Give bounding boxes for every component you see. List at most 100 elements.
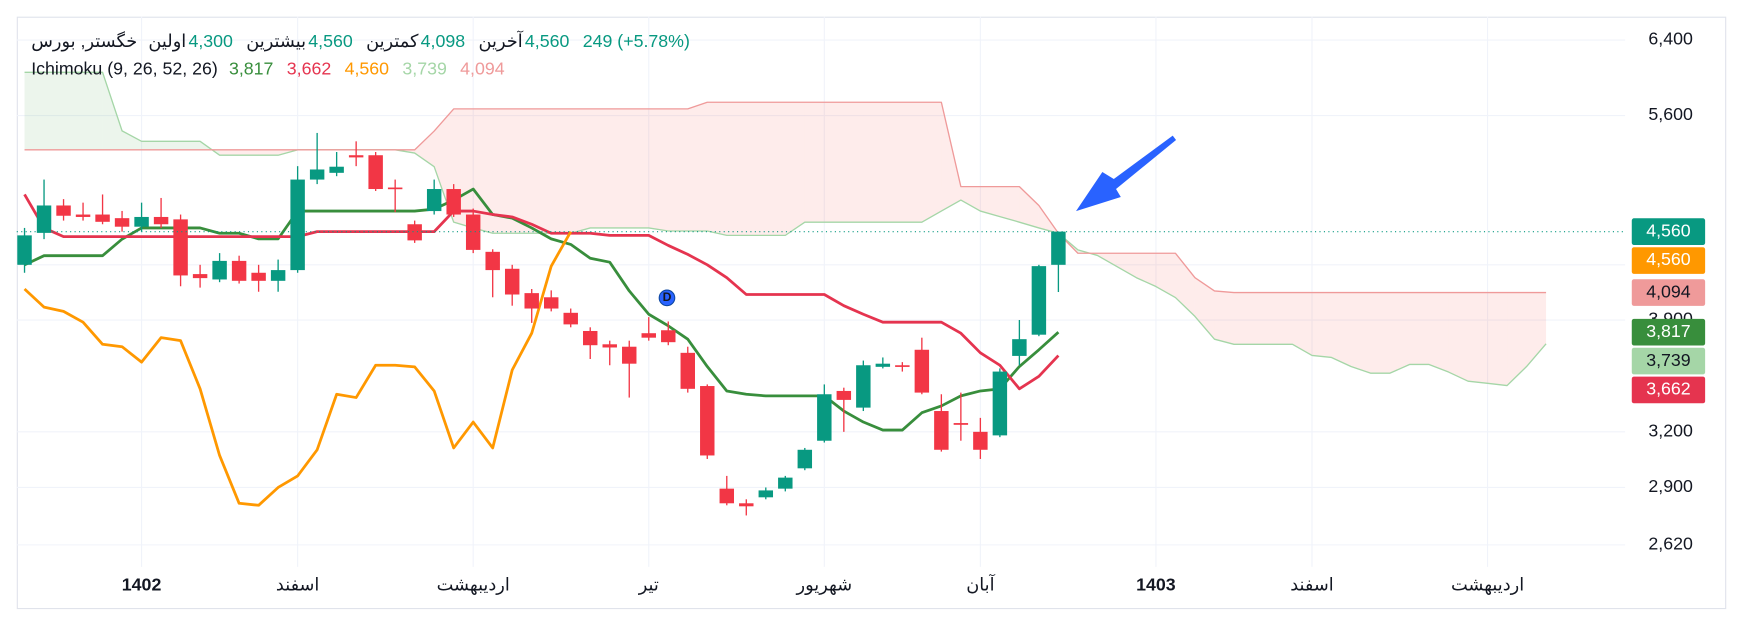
cloud-segment [180,141,201,150]
cloud-segment [980,186,1000,217]
indicator-line [23,187,1060,432]
price-badge-label: 4,094 [1646,281,1691,301]
candle-body [992,371,1008,436]
x-tick-label: اردیبهشت [1451,574,1524,595]
cloud-segment [1175,253,1195,317]
legend-text: 3,817 [229,59,273,79]
legend-text: 4,098 [421,31,466,51]
cloud-segment [1311,292,1332,358]
arrow-annotation [1076,135,1177,212]
cloud-segment [960,186,981,212]
cloud-segment [1370,292,1391,374]
x-tick-label: اسفند [1290,574,1333,594]
candle-body [270,270,286,281]
cloud-segment [1019,186,1039,228]
cloud-segment [414,131,435,167]
candle-body [173,219,188,276]
candle-body [485,251,500,271]
cloud-segment [122,130,142,150]
event-dot [658,289,676,307]
price-badge-label: 4,560 [1646,220,1691,240]
price-badge-label: 3,662 [1646,379,1690,399]
cloud-segment [1292,292,1312,356]
price-badge [1631,279,1706,306]
cloud-segment [1429,292,1449,373]
cloud-segment [1214,290,1234,345]
candle-body [524,293,539,309]
cloud-segment [824,102,844,223]
indicator-line [23,193,1060,391]
legend-text: آخرین [478,29,523,52]
candle-body [934,411,949,450]
candle-body [251,272,266,281]
candle-body [1012,339,1027,356]
candle-body [719,488,735,504]
price-badge-label: 3,817 [1646,321,1690,341]
candle-body [622,346,637,364]
y-tick-label: 2,900 [1648,476,1693,496]
cloud-segment [1526,292,1547,367]
cloud-segment [785,102,805,236]
candle-body [36,205,52,233]
cloud-segment [1409,292,1430,365]
cloud-segment [668,108,688,232]
legend-text: 3,662 [287,59,331,79]
candle-body [739,503,754,507]
candle-body [836,390,852,400]
candle-body [134,216,149,227]
cloud-segment [863,102,883,223]
cloud-segment [531,108,552,234]
candle-body [368,155,383,190]
cloud-segment [1507,292,1527,386]
cloud-segment [746,102,766,236]
cloud-segment [473,108,493,234]
candle-body [914,349,930,393]
cloud-segment [609,108,630,228]
x-tick-label: تیر [638,574,659,595]
x-tick-label: 1403 [1136,574,1176,594]
legend-text: 4,094 [460,59,505,79]
cloud-segment [258,149,279,156]
candle-body [290,179,305,271]
cloud-segment [1272,292,1293,345]
legend-text: خگستر, بورس [31,31,137,52]
candle-body [504,268,520,295]
candle-body [75,214,91,217]
candle-body [309,169,325,180]
candle-body [856,365,871,408]
chart-frame [16,16,1727,610]
candle-body [778,477,793,489]
cloud-segment [941,102,961,212]
cloud-segment [687,102,708,232]
candle-body [465,214,481,250]
legend-text: اولین [148,31,186,52]
x-tick-label: اسفند [276,574,319,594]
event-marker[interactable]: D [658,289,676,307]
candle-body [583,330,598,346]
cloud-segment [102,72,123,150]
cloud-segment [1233,292,1254,345]
cloud-segment [570,108,591,234]
cloud-segment [843,102,864,223]
candle-body [797,449,813,469]
candle-body [953,423,969,425]
cloud-segment [219,149,240,156]
cloud-segment [804,102,825,223]
cloud-segment [512,108,532,234]
candle-body [895,365,910,367]
price-badge [1631,376,1706,404]
candle-body [563,312,578,325]
candle-body [973,431,988,450]
cloud-segment [141,141,162,150]
cloud-segment [707,102,727,236]
indicator-line [24,101,1547,294]
cloud-segment [492,108,513,234]
y-tick-label: 5,600 [1648,104,1693,124]
candle-body [680,352,695,389]
x-tick-label: آبان [966,572,995,594]
price-badge [1631,218,1706,245]
candle-body [641,333,656,338]
legend-text: 3,739 [402,59,447,79]
cloud-segment [1351,292,1371,374]
price-badge-label: 3,739 [1646,350,1691,370]
